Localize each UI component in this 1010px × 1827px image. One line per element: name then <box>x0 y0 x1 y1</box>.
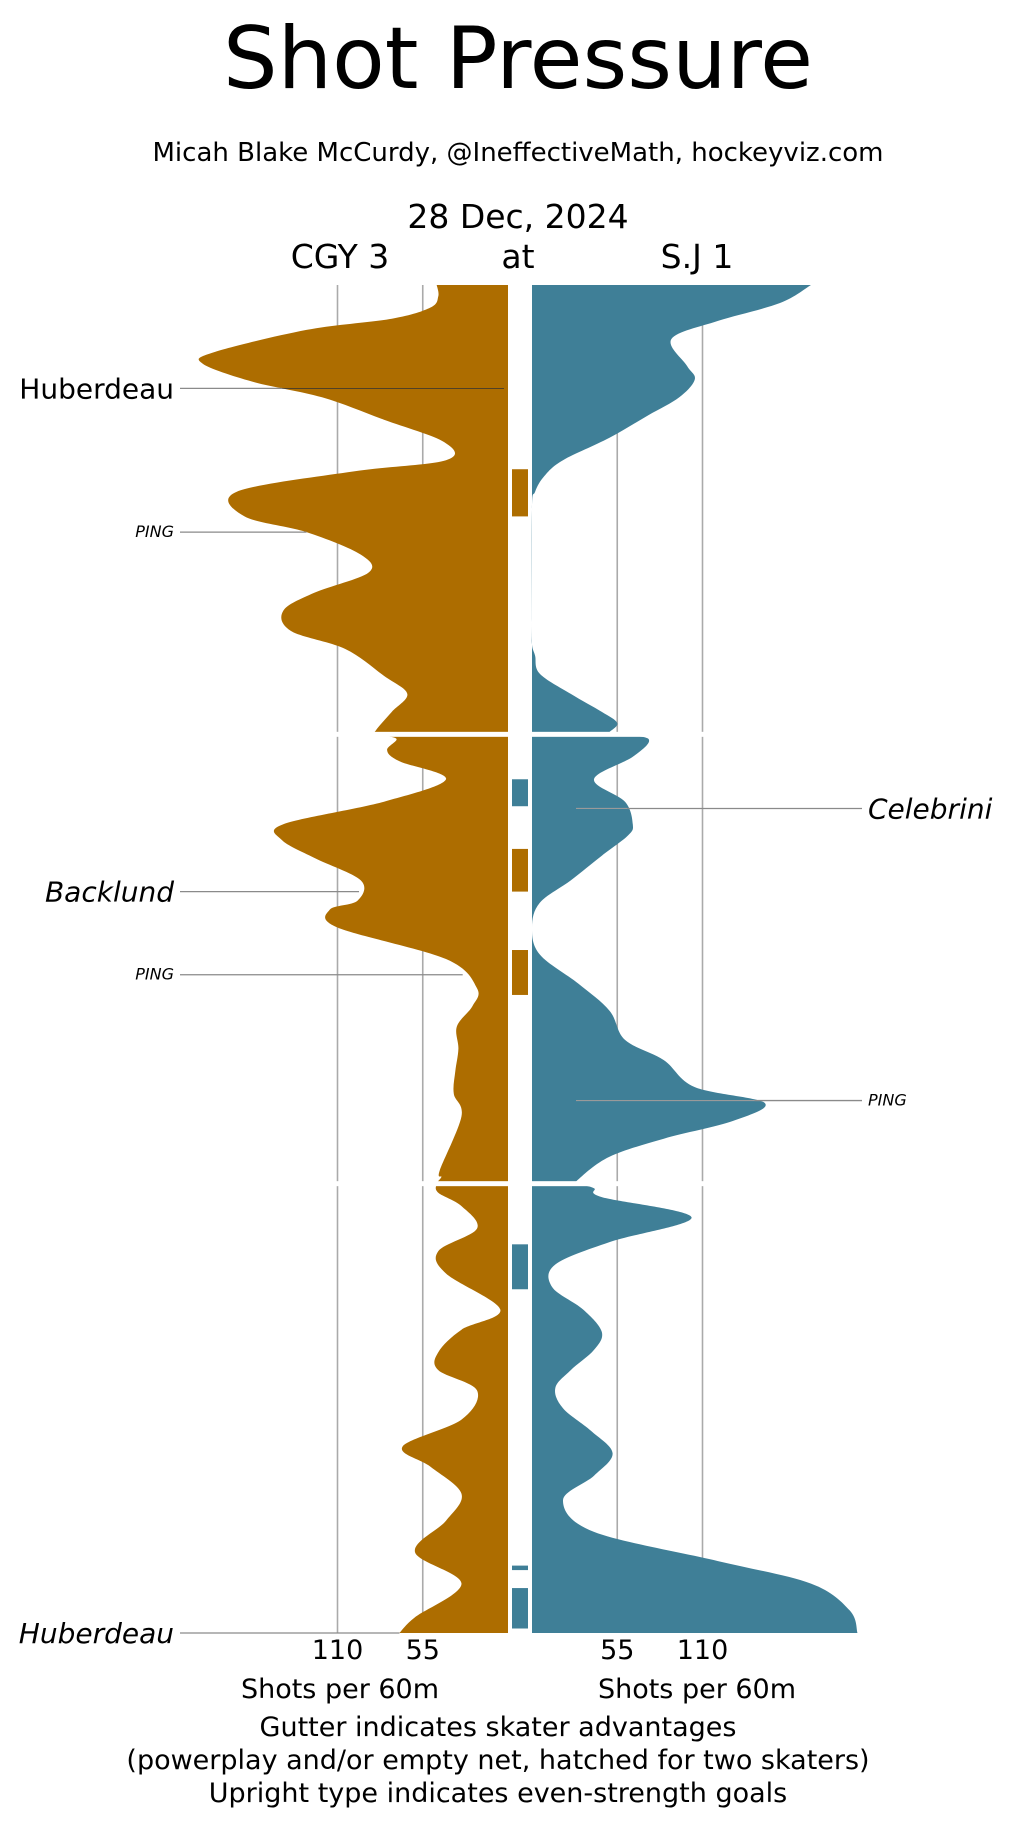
annotation-label: PING <box>135 965 174 984</box>
x-axis-ticks: 55 55 110 110 <box>312 1635 729 1666</box>
gutter-advantage-away <box>512 950 528 995</box>
tick-label-left: 55 <box>406 1635 440 1666</box>
gutter-advantage-away <box>512 848 528 892</box>
area-away <box>198 285 508 1633</box>
annotations: Huberdeau PING Celebrini Backlund PING PING Hu… <box>19 372 993 1650</box>
gutter-advantage-home <box>512 1588 528 1629</box>
annotation-label: PING <box>868 1091 907 1110</box>
annotation-label: Huberdeau <box>19 1617 174 1650</box>
x-axis-label-left: Shots per 60m <box>241 1674 439 1705</box>
note-line-2: (powerplay and/or empty net, hatched for… <box>126 1745 869 1776</box>
annotation-label: Backlund <box>45 876 174 909</box>
team-areas <box>198 285 858 1633</box>
annotation-label: PING <box>135 522 174 541</box>
gutter-advantage-home <box>512 1565 528 1571</box>
annotation-label: Huberdeau <box>19 372 174 405</box>
period-separator-2 <box>150 1181 910 1187</box>
at-label: at <box>501 237 534 276</box>
gutter-advantage-home <box>512 779 528 807</box>
period-separators <box>150 731 910 1187</box>
note-line-1: Gutter indicates skater advantages <box>260 1712 737 1743</box>
area-home <box>531 285 858 1633</box>
tick-label-left: 110 <box>312 1635 364 1666</box>
chart-subtitle: Micah Blake McCurdy, @IneffectiveMath, h… <box>153 138 884 168</box>
gutter-advantage-home <box>512 1244 528 1290</box>
gutter-advantage-away <box>512 469 528 517</box>
tick-label-right: 110 <box>677 1635 729 1666</box>
annotation-label: Celebrini <box>868 792 993 825</box>
note-line-3: Upright type indicates even-strength goa… <box>209 1778 787 1809</box>
game-date: 28 Dec, 2024 <box>407 197 628 236</box>
period-separator-1 <box>150 731 910 737</box>
away-team-score: CGY 3 <box>291 237 390 276</box>
gutter <box>512 469 528 1629</box>
tick-label-right: 55 <box>600 1635 634 1666</box>
chart-title: Shot Pressure <box>223 9 813 109</box>
home-team-score: S.J 1 <box>661 237 734 276</box>
x-axis-label-right: Shots per 60m <box>598 1674 796 1705</box>
